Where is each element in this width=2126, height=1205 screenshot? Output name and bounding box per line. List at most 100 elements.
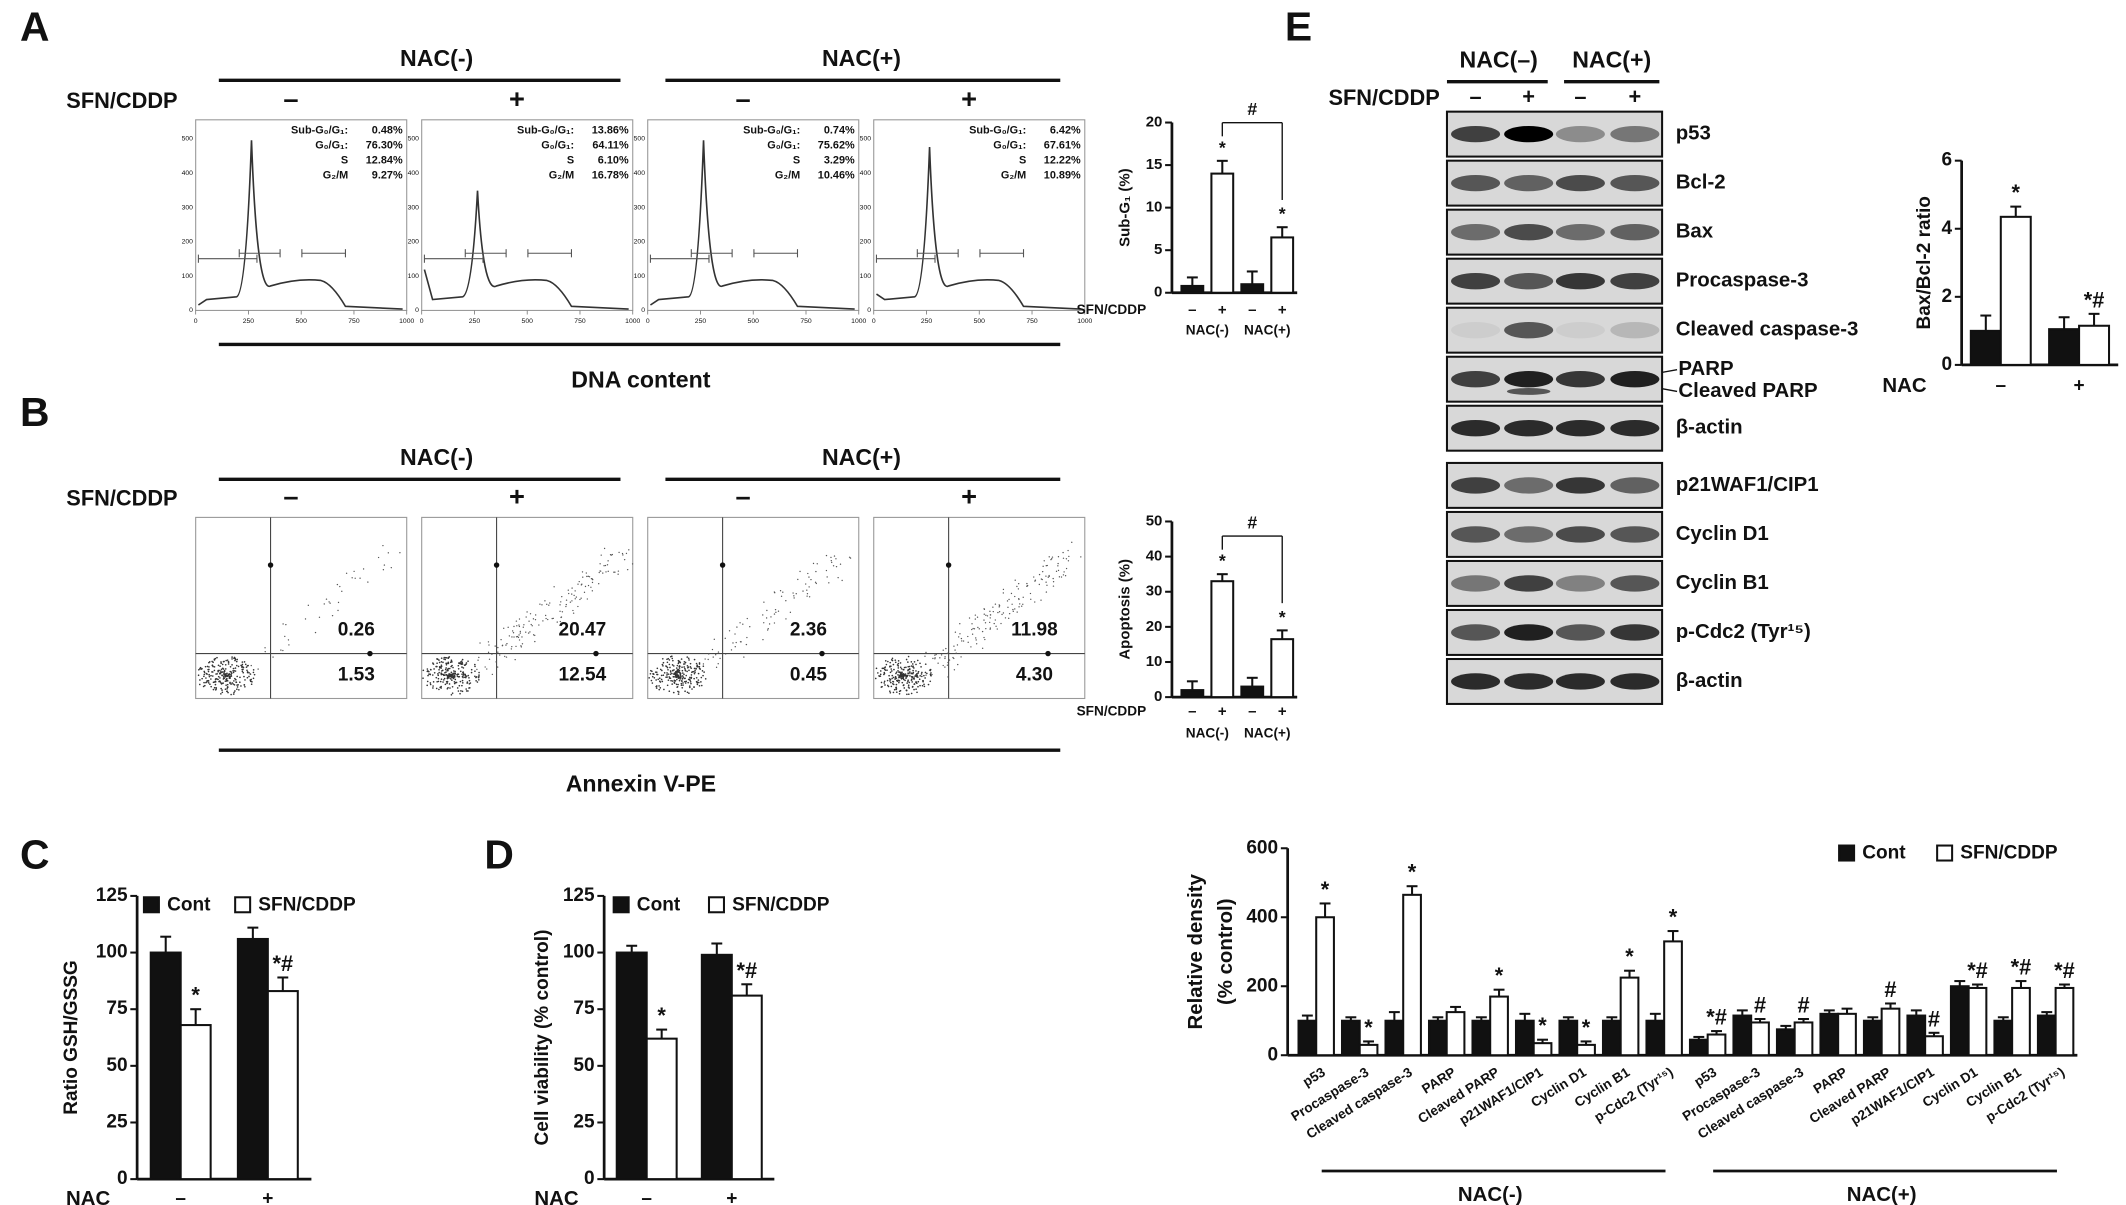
- event: [242, 666, 245, 669]
- event: [1057, 569, 1060, 572]
- bar: [149, 951, 182, 1181]
- blot-band: [1504, 420, 1554, 437]
- event: [715, 654, 717, 656]
- event: [628, 549, 630, 551]
- y-label: Ratio GSH/GSSG: [61, 960, 82, 1115]
- event: [377, 556, 380, 559]
- event: [1017, 583, 1020, 585]
- event: [1011, 603, 1013, 605]
- y-tick-label: 75: [106, 998, 128, 1019]
- event: [477, 676, 480, 679]
- event: [599, 570, 602, 572]
- event: [913, 683, 916, 685]
- bar: [1880, 1007, 1901, 1057]
- event: [669, 673, 672, 675]
- event: [682, 676, 685, 679]
- event: [1007, 606, 1009, 609]
- event: [519, 630, 521, 633]
- event: [806, 595, 808, 597]
- event: [461, 666, 463, 668]
- row-label: NAC: [1882, 375, 1926, 397]
- event: [906, 675, 909, 677]
- event: [454, 678, 457, 681]
- group-label: NAC(–): [1460, 46, 1538, 72]
- blot-band: [1451, 371, 1501, 388]
- event: [918, 678, 921, 681]
- bar: [266, 990, 299, 1181]
- stat-label: G₀/G₁:: [541, 140, 574, 152]
- event: [942, 664, 944, 667]
- event: [1040, 599, 1042, 601]
- event: [730, 649, 733, 651]
- event: [602, 572, 604, 574]
- y-tick-label: 5: [1154, 241, 1162, 258]
- event: [486, 668, 488, 670]
- event: [899, 689, 902, 692]
- event: [553, 586, 555, 588]
- event: [893, 668, 895, 671]
- blot-label: p-Cdc2 (Tyr¹⁵): [1676, 621, 1811, 643]
- blot-label: β-actin: [1676, 670, 1743, 692]
- sign: +: [509, 481, 525, 512]
- event: [897, 670, 899, 672]
- blot-band: [1555, 174, 1605, 192]
- event: [691, 688, 693, 690]
- event: [222, 668, 225, 670]
- event: [460, 660, 463, 662]
- event: [224, 673, 227, 675]
- event: [916, 673, 918, 676]
- event: [702, 663, 705, 665]
- event: [909, 671, 911, 673]
- event: [657, 678, 660, 681]
- event: [439, 680, 442, 683]
- event: [882, 667, 885, 670]
- event: [650, 679, 653, 682]
- stat-label: S: [1019, 155, 1026, 167]
- event: [219, 665, 221, 667]
- bar: [1427, 1019, 1448, 1057]
- event: [691, 670, 694, 673]
- y-tick-label: 10: [1146, 199, 1163, 216]
- event: [223, 670, 226, 673]
- event: [207, 682, 210, 684]
- event: [785, 618, 787, 620]
- event: [983, 608, 986, 611]
- hist-x-tick-label: 500: [296, 318, 308, 325]
- event: [894, 659, 897, 661]
- event: [773, 591, 776, 593]
- event: [511, 636, 513, 638]
- blot-band: [1555, 477, 1605, 494]
- event: [953, 645, 955, 647]
- event: [307, 604, 310, 607]
- event: [241, 668, 243, 671]
- event: [912, 666, 914, 668]
- blot-band: [1610, 477, 1660, 494]
- event: [904, 673, 907, 675]
- hist-y-tick-label: 500: [860, 136, 872, 143]
- event: [607, 570, 609, 573]
- event: [835, 566, 838, 568]
- event: [1052, 581, 1055, 583]
- event: [561, 595, 563, 598]
- event: [574, 598, 576, 600]
- event: [440, 657, 443, 660]
- y-tick-label: 0: [584, 1168, 595, 1189]
- event: [431, 674, 434, 676]
- significance: *#: [1967, 958, 1988, 983]
- event: [546, 603, 548, 606]
- event: [354, 577, 356, 579]
- event: [1014, 608, 1016, 610]
- event: [677, 662, 680, 665]
- event: [971, 623, 973, 625]
- event: [224, 688, 227, 691]
- event: [331, 614, 334, 617]
- group-label: NAC(-): [400, 444, 473, 470]
- event: [660, 678, 663, 681]
- event: [683, 666, 685, 668]
- event: [916, 691, 918, 694]
- event: [797, 578, 799, 581]
- event: [1030, 598, 1032, 600]
- event: [433, 671, 436, 674]
- event: [900, 667, 903, 670]
- event: [959, 633, 961, 635]
